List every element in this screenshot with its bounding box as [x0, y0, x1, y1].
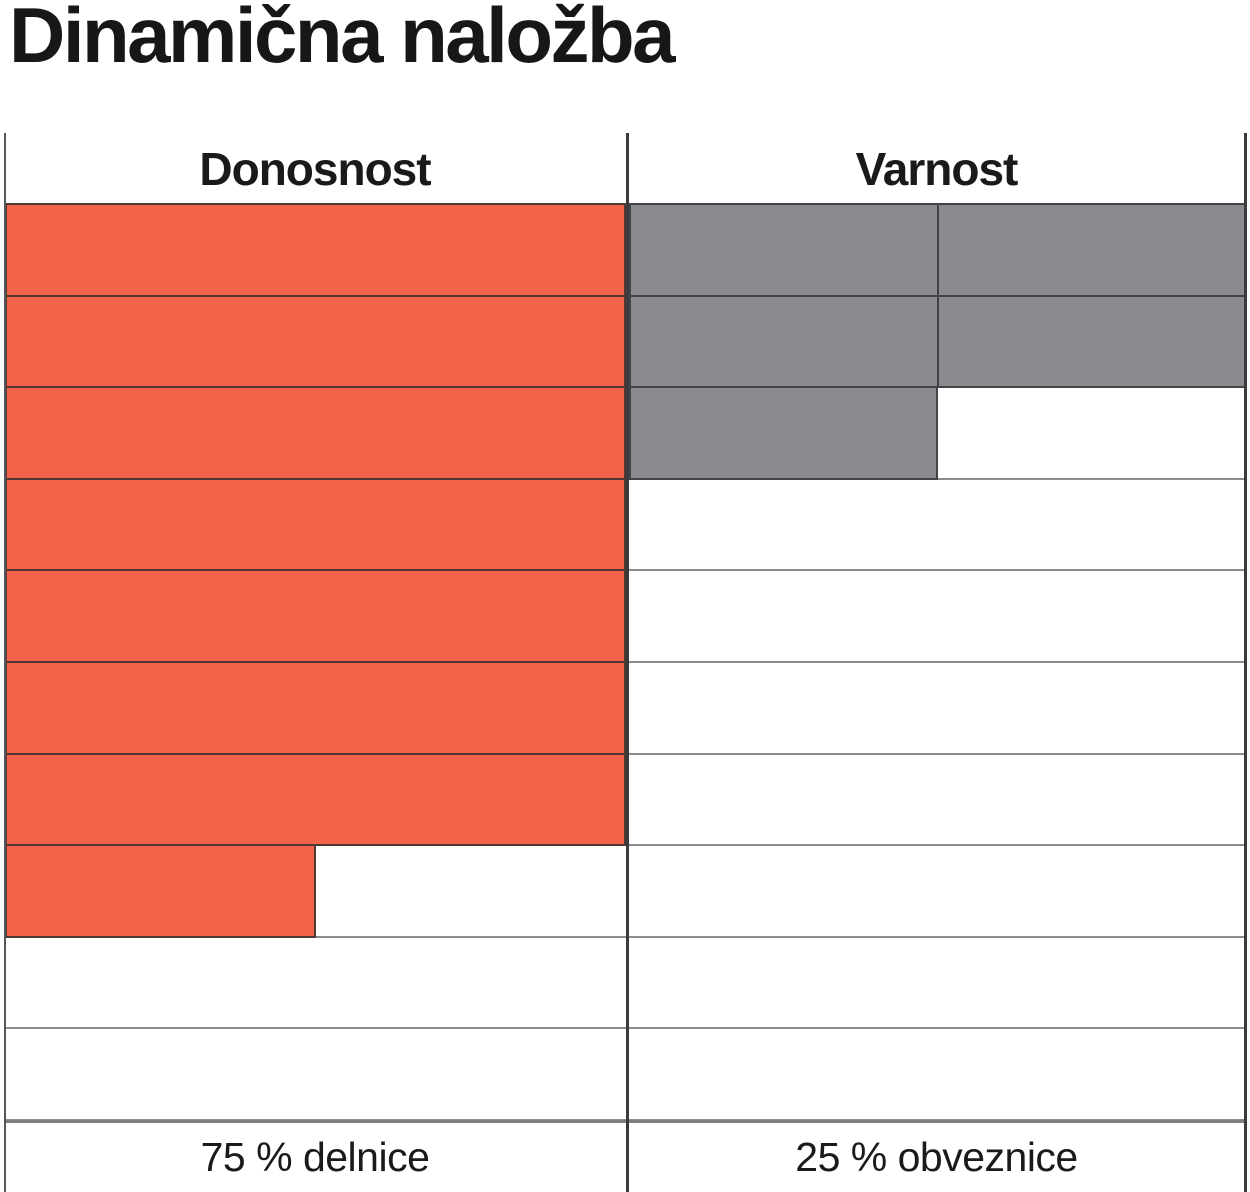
rating-row — [4, 386, 1247, 480]
donosnost-cell — [5, 294, 626, 389]
varnost-cell — [629, 203, 1247, 297]
rating-row — [4, 844, 1247, 938]
donosnost-cell — [5, 660, 626, 755]
varnost-cell — [629, 845, 1247, 937]
donosnost-bar — [5, 203, 626, 297]
donosnost-bar — [5, 752, 626, 847]
varnost-cell — [629, 570, 1247, 662]
column-header-donosnost: Donosnost — [199, 142, 431, 195]
column-divider — [626, 133, 629, 1192]
donosnost-bar — [5, 386, 626, 480]
donosnost-bar — [5, 844, 316, 938]
varnost-cell — [629, 937, 1247, 1029]
donosnost-bar — [5, 294, 626, 389]
donosnost-cell — [5, 386, 626, 480]
donosnost-bar — [5, 477, 626, 572]
donosnost-cell — [5, 937, 626, 1029]
rating-row — [4, 660, 1247, 755]
varnost-cell — [629, 1028, 1247, 1120]
varnost-cell — [629, 386, 1247, 480]
rating-table: Donosnost Varnost 75 % delnice 25 % obve… — [4, 133, 1247, 1192]
donosnost-cell — [5, 477, 626, 572]
donosnost-cell — [5, 844, 626, 938]
rating-row — [4, 752, 1247, 847]
varnost-bar — [937, 203, 1247, 297]
varnost-cell — [629, 662, 1247, 754]
column-header-varnost: Varnost — [855, 142, 1019, 195]
varnost-cell — [629, 479, 1247, 571]
varnost-bar — [629, 203, 939, 297]
donosnost-bar — [5, 569, 626, 663]
varnost-bar — [629, 386, 938, 480]
donosnost-cell — [5, 1028, 626, 1120]
varnost-cell — [629, 294, 1247, 389]
rating-row — [4, 937, 1247, 1029]
table-header-row: Donosnost Varnost — [4, 133, 1247, 204]
table-right-border — [1244, 133, 1247, 1192]
varnost-cell — [629, 754, 1247, 846]
rating-row — [4, 294, 1247, 389]
donosnost-bar — [5, 660, 626, 755]
footer-label-delnice: 75 % delnice — [200, 1134, 430, 1180]
donosnost-cell — [5, 569, 626, 663]
rating-grid — [4, 203, 1247, 1121]
varnost-bar — [937, 294, 1247, 389]
donosnost-cell — [5, 203, 626, 297]
donosnost-cell — [5, 752, 626, 847]
page-title: Dinamična naložba — [9, 0, 676, 79]
table-left-border — [4, 133, 6, 1192]
rating-row — [4, 1028, 1247, 1121]
footer-label-obveznice: 25 % obveznice — [795, 1134, 1078, 1180]
varnost-bar — [629, 294, 939, 389]
table-footer-row: 75 % delnice 25 % obveznice — [4, 1120, 1247, 1192]
